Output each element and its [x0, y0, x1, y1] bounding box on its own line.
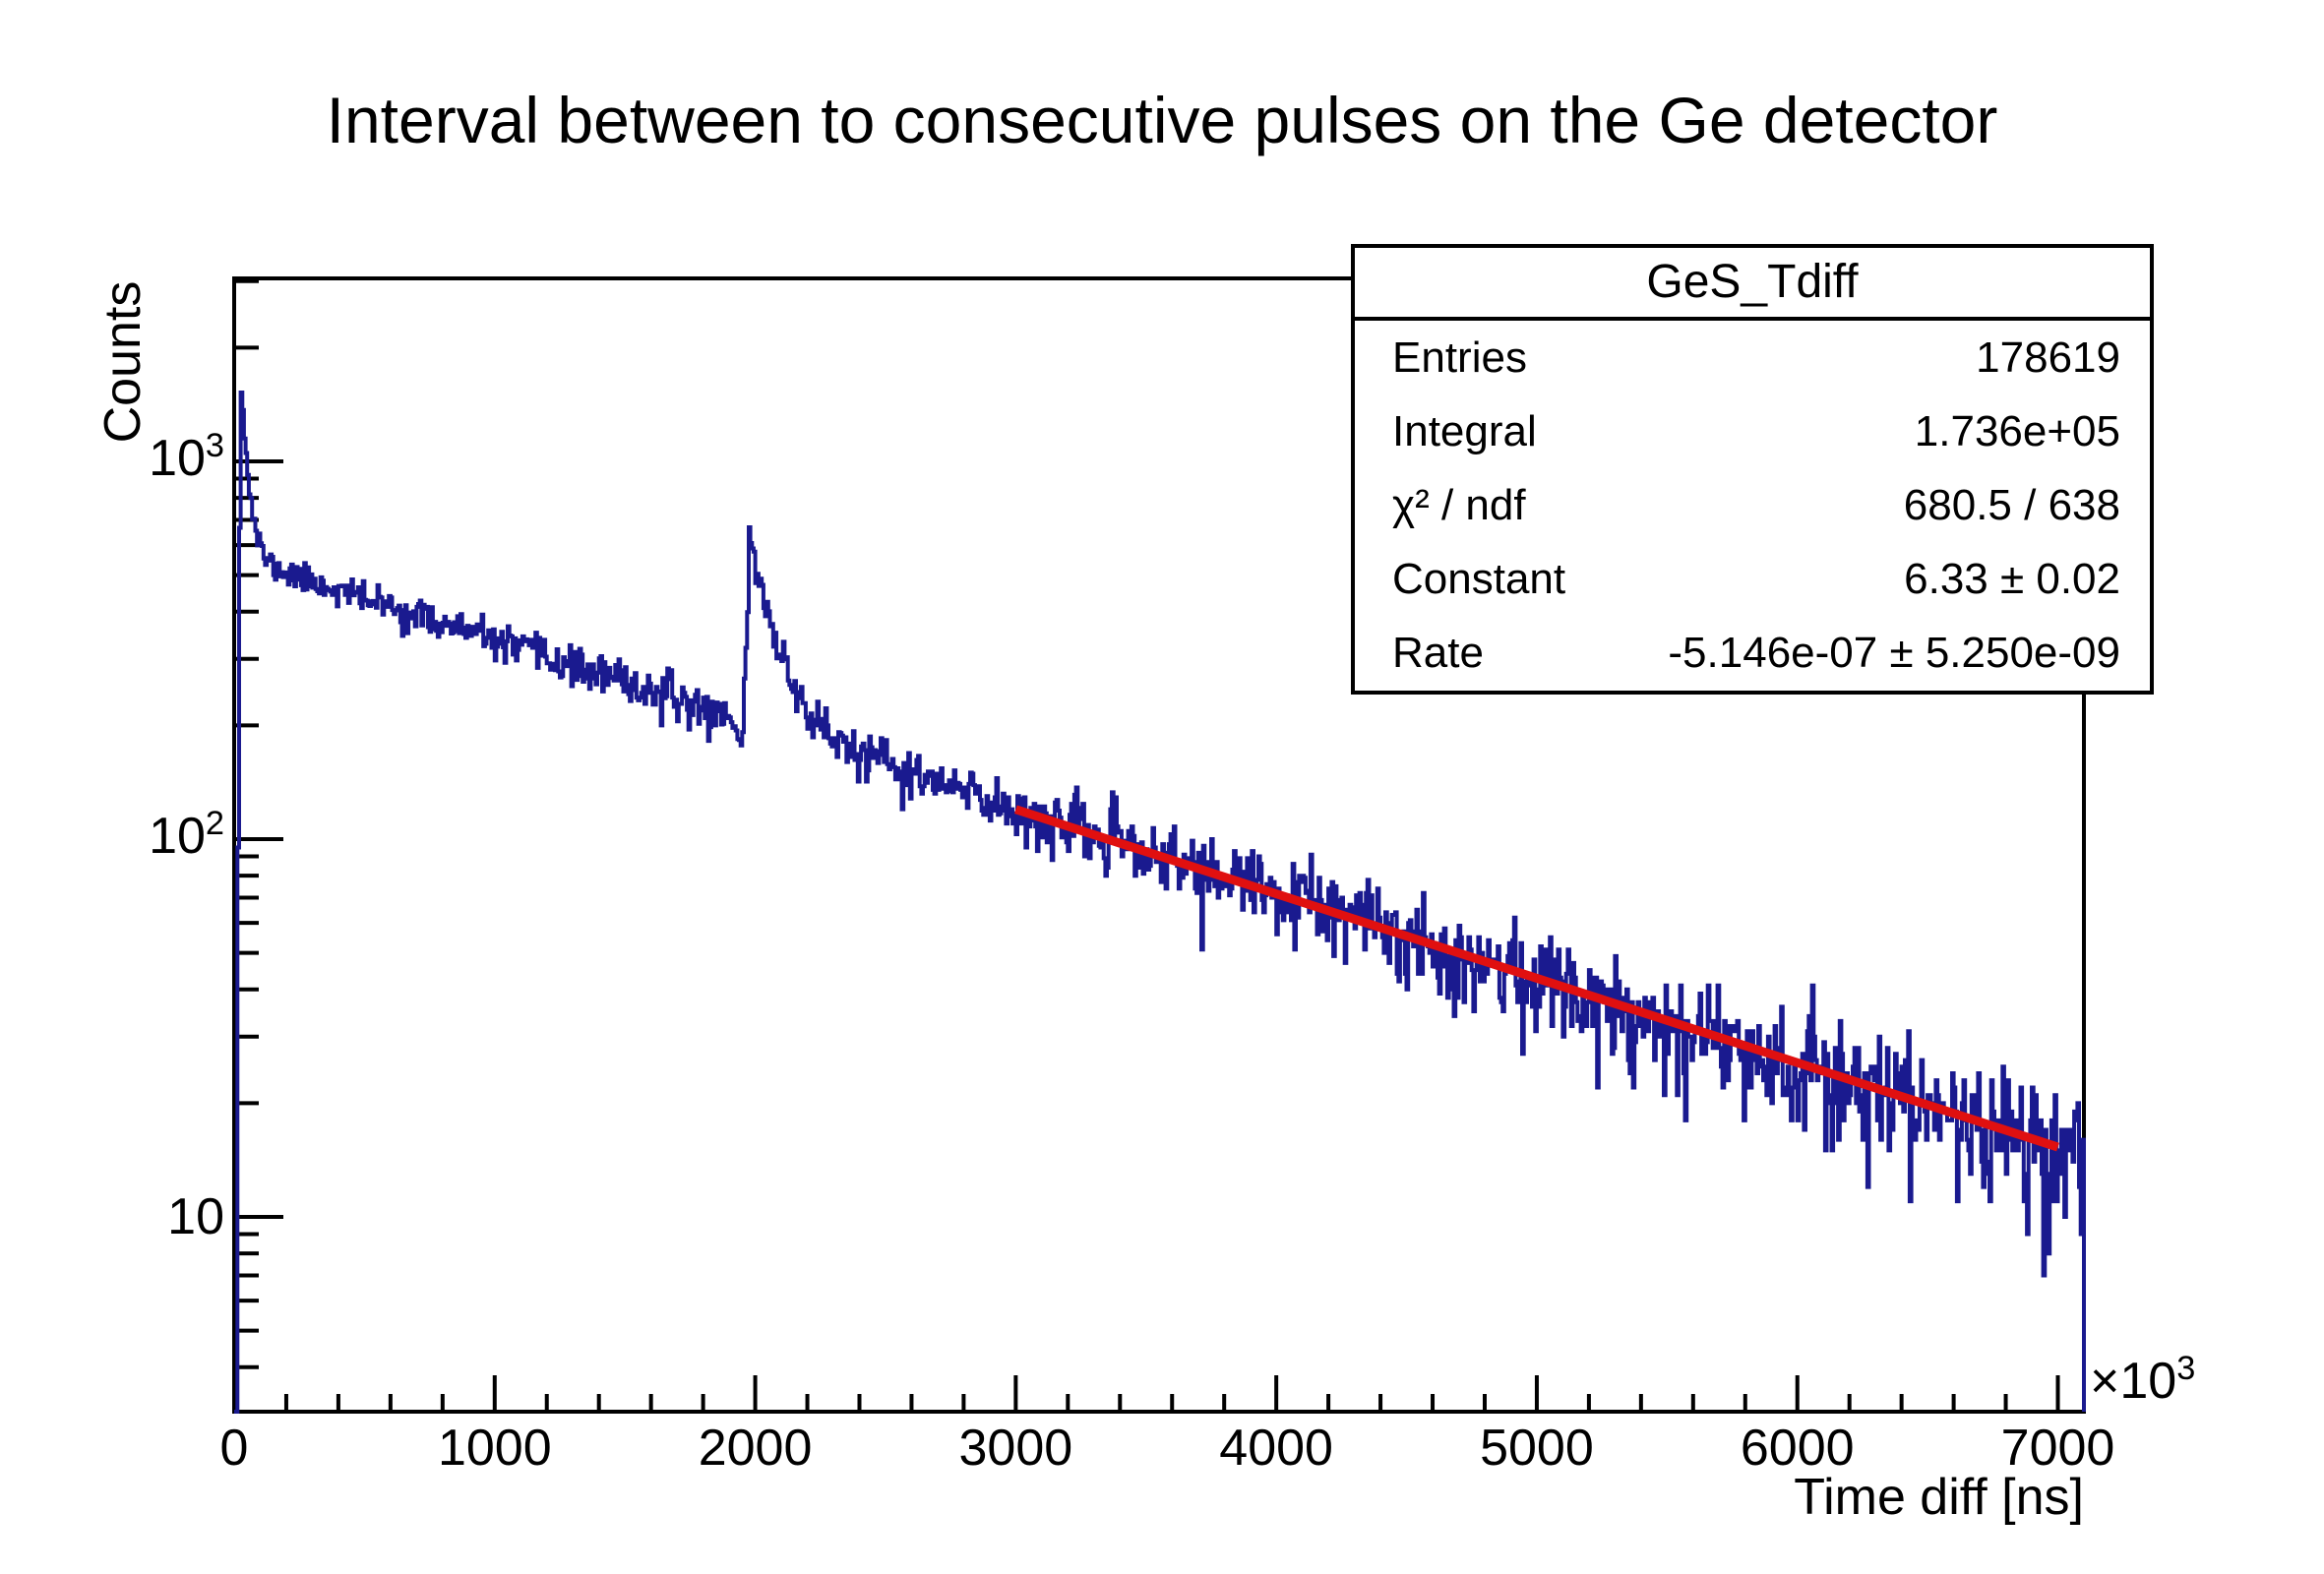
y-tick-label: 10 — [167, 1189, 224, 1244]
x-tick-label: 0 — [219, 1420, 249, 1477]
x-tick-label: 6000 — [1740, 1420, 1855, 1477]
y-tick-label-base: 10 — [167, 1187, 224, 1245]
stats-row-label: Constant — [1392, 555, 1566, 604]
y-tick-label-exponent: 3 — [205, 427, 224, 465]
y-tick-label-base: 10 — [149, 429, 206, 487]
x-tick-label: 2000 — [698, 1420, 813, 1477]
x-axis-multiplier: ×103 — [2090, 1350, 2195, 1415]
y-tick-label: 102 — [149, 805, 224, 870]
stats-row: Rate -5.146e-07 ± 5.250e-09 — [1355, 617, 2150, 691]
stats-row-label: χ² / ndf — [1392, 481, 1526, 529]
y-tick-label-base: 10 — [149, 807, 206, 865]
x-tick-label: 5000 — [1480, 1420, 1594, 1477]
plot-title: Interval between to consecutive pulses o… — [326, 84, 1998, 156]
histogram-series — [234, 391, 2086, 1414]
y-tick-label: 103 — [149, 427, 224, 492]
x-tick-label: 3000 — [958, 1420, 1073, 1477]
stats-row-value: 680.5 / 638 — [1903, 481, 2120, 529]
stats-row-value: 6.33 ± 0.02 — [1904, 555, 2120, 604]
stats-row-value: -5.146e-07 ± 5.250e-09 — [1668, 629, 2120, 678]
y-axis-title: Counts — [94, 280, 152, 444]
axis-ticks — [232, 278, 2060, 1412]
x-tick-label: 1000 — [437, 1420, 552, 1477]
plot-frame — [232, 276, 2086, 1414]
x-axis-multiplier-exponent: 3 — [2176, 1350, 2196, 1388]
stats-box: GeS_Tdiff Entries 178619 Integral 1.736e+05… — [1351, 244, 2154, 695]
fit-line — [1013, 805, 2059, 1152]
x-axis-multiplier-base: ×10 — [2090, 1353, 2177, 1410]
x-axis-title: Time diff [ns] — [1794, 1469, 2084, 1526]
stats-row-label: Entries — [1392, 333, 1527, 382]
stats-row: Integral 1.736e+05 — [1355, 394, 2150, 468]
stats-row: χ² / ndf 680.5 / 638 — [1355, 468, 2150, 542]
stats-box-title: GeS_Tdiff — [1355, 248, 2150, 321]
y-tick-label-exponent: 2 — [205, 805, 224, 843]
stats-row-label: Integral — [1392, 406, 1537, 455]
x-tick-label: 4000 — [1219, 1420, 1333, 1477]
stats-row-value: 1.736e+05 — [1914, 406, 2120, 455]
stats-row-label: Rate — [1392, 629, 1484, 678]
stats-row: Constant 6.33 ± 0.02 — [1355, 543, 2150, 617]
x-tick-label: 7000 — [2000, 1420, 2115, 1477]
stats-row: Entries 178619 — [1355, 321, 2150, 394]
stats-box-rows: Entries 178619 Integral 1.736e+05 χ² / ndf 68… — [1355, 321, 2150, 691]
stats-row-value: 178619 — [1976, 333, 2120, 382]
